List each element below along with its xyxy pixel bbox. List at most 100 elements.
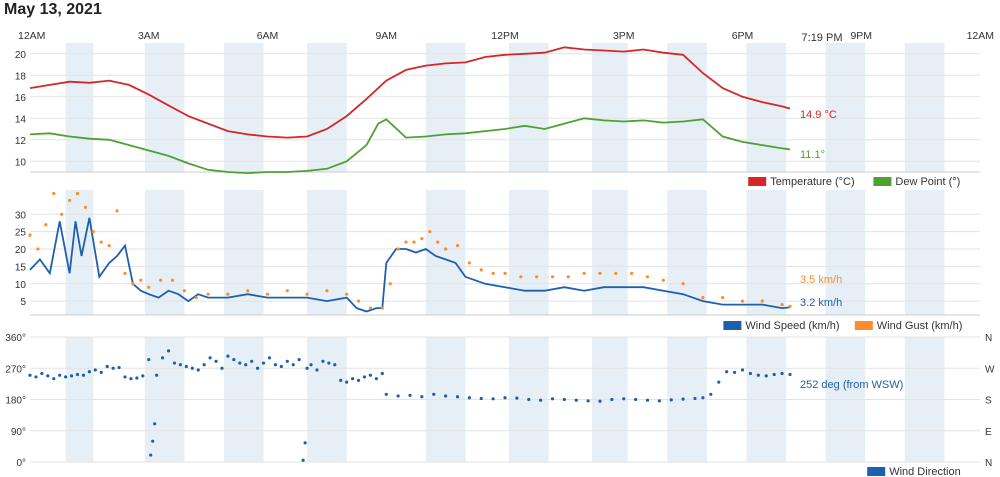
data-point <box>34 375 38 379</box>
data-point <box>356 299 361 303</box>
y-tick-label: 90° <box>11 427 26 438</box>
data-point <box>455 243 460 248</box>
data-point <box>155 373 159 377</box>
data-point <box>117 365 121 370</box>
data-point <box>303 441 307 445</box>
hour-band <box>508 43 549 172</box>
data-point <box>586 399 590 403</box>
data-point <box>701 296 705 300</box>
data-point <box>131 282 135 286</box>
data-point <box>657 399 661 403</box>
hour-band <box>746 43 787 172</box>
legend-swatch <box>867 467 886 476</box>
data-point <box>81 373 86 377</box>
data-point <box>436 240 440 244</box>
data-point <box>166 349 171 353</box>
data-point <box>161 356 165 360</box>
data-point <box>420 395 424 399</box>
data-point <box>380 306 384 310</box>
data-point <box>194 296 198 300</box>
data-point <box>58 373 62 377</box>
data-point <box>661 278 665 282</box>
data-point <box>748 371 753 376</box>
data-point <box>788 372 792 377</box>
data-point <box>190 366 194 370</box>
data-point <box>305 366 309 370</box>
data-point <box>297 357 301 362</box>
data-point <box>574 398 578 402</box>
data-point <box>622 397 626 401</box>
y-tick-label: 25 <box>15 228 27 239</box>
data-point <box>75 191 80 196</box>
data-point <box>455 395 460 399</box>
data-point <box>333 363 337 367</box>
data-point <box>99 240 103 244</box>
data-point <box>44 223 48 227</box>
hour-band <box>667 190 707 315</box>
y-tick-label: 270° <box>5 364 26 375</box>
data-point <box>244 363 248 367</box>
x-tick-label: 12AM <box>18 30 45 42</box>
temperature-panel: 10 12 14 16 18 20 14.9 °C 11.1° Temperature (°C)… <box>15 43 980 188</box>
hour-band <box>307 43 347 172</box>
data-point <box>226 354 230 358</box>
right-tick-label: S <box>985 396 992 407</box>
x-tick-label: 9PM <box>850 30 872 42</box>
y-tick-label: 12 <box>15 136 27 147</box>
data-point <box>123 375 127 379</box>
y-tick-label: 0° <box>16 458 26 469</box>
data-point <box>701 396 705 400</box>
data-point <box>351 377 355 381</box>
data-point <box>519 275 523 279</box>
y-tick-label: 18 <box>15 71 27 82</box>
data-point <box>170 278 175 282</box>
data-point <box>60 212 64 216</box>
data-point <box>756 373 760 377</box>
x-tick-label: 6AM <box>257 30 279 42</box>
data-point <box>69 374 74 378</box>
right-tick-label: N <box>985 333 992 344</box>
data-point <box>550 275 555 279</box>
y-tick-label: 5 <box>20 297 26 308</box>
data-point <box>46 374 50 378</box>
data-point <box>172 361 177 365</box>
data-point <box>250 359 254 363</box>
data-point <box>368 306 373 310</box>
data-point <box>107 243 111 248</box>
data-point <box>374 377 378 381</box>
x-tick-label: 12PM <box>491 30 518 42</box>
data-point <box>153 422 157 426</box>
x-tick-label: 12AM <box>967 30 994 42</box>
data-point <box>788 304 792 308</box>
data-point <box>93 368 97 372</box>
legend-swatch <box>854 321 873 330</box>
hour-band <box>223 43 264 172</box>
data-point <box>220 366 224 370</box>
data-point <box>115 209 119 213</box>
current-time-label: 7:19 PM <box>802 32 843 44</box>
data-point <box>67 198 72 203</box>
data-point <box>345 292 349 296</box>
data-point <box>420 237 424 241</box>
legend-label: Dew Point (°) <box>895 176 960 188</box>
hour-band <box>592 190 628 315</box>
data-point <box>147 357 151 362</box>
legend-label: Wind Speed (km/h) <box>745 320 839 332</box>
legend-swatch <box>873 177 892 186</box>
y-tick-label: 360° <box>5 333 26 344</box>
data-point <box>178 363 183 367</box>
data-point <box>147 285 151 289</box>
data-point <box>408 393 412 397</box>
data-point <box>717 380 721 384</box>
data-point <box>151 439 155 443</box>
data-point <box>206 292 210 296</box>
data-point <box>327 361 331 365</box>
data-point <box>87 370 91 374</box>
data-point <box>467 396 471 400</box>
data-point <box>772 372 776 377</box>
right-tick-label: N <box>985 458 992 469</box>
data-point <box>105 364 109 369</box>
data-point <box>208 356 212 360</box>
data-point <box>721 296 725 300</box>
data-point <box>681 397 685 401</box>
